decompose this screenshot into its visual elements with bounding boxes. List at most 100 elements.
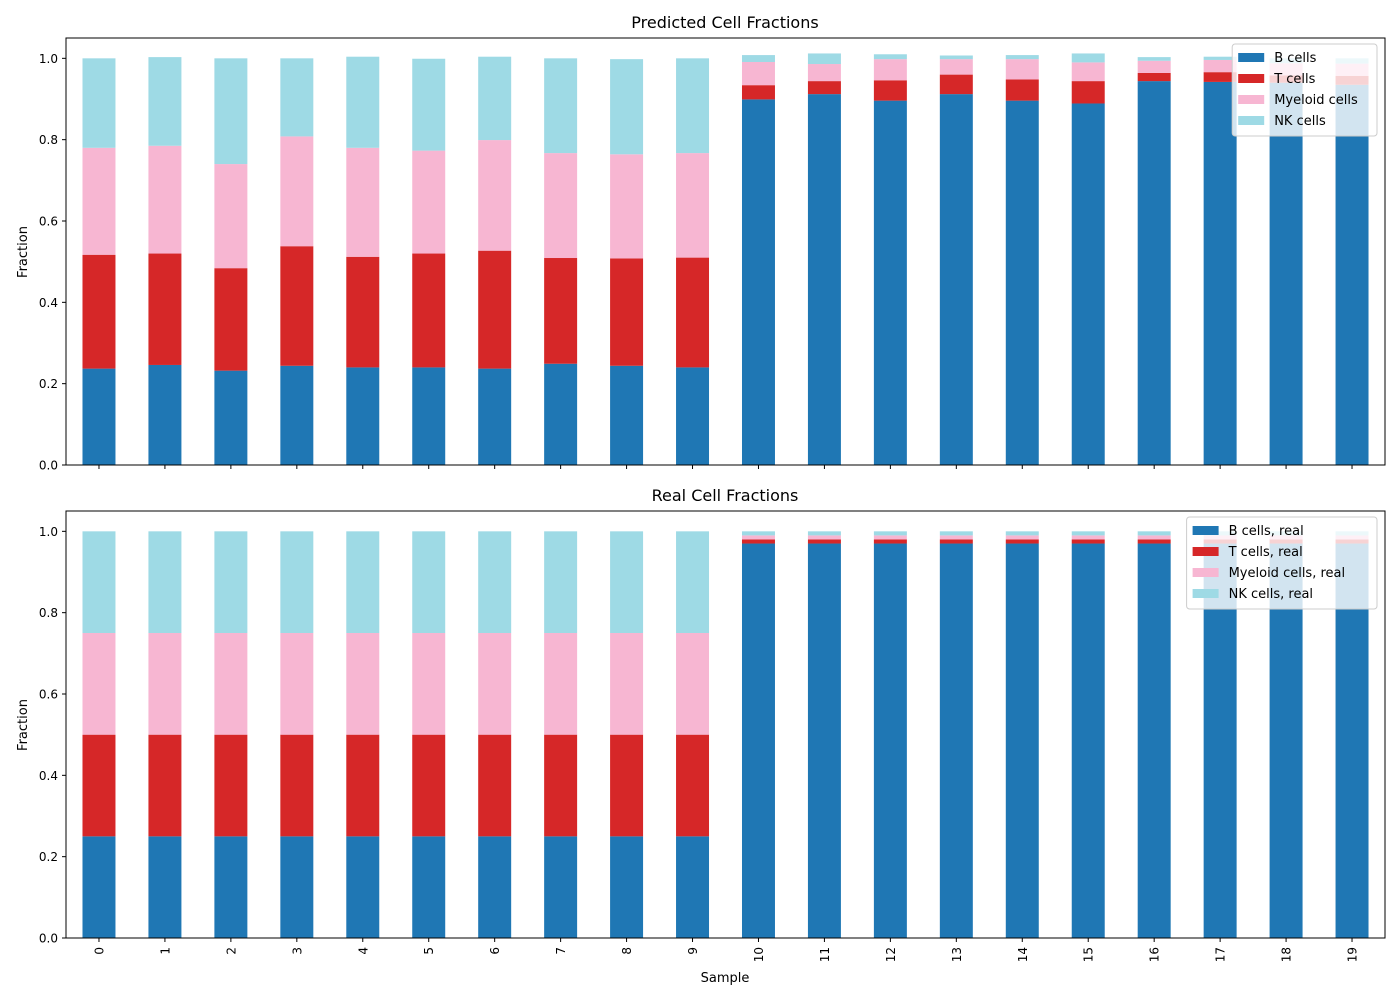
- legend-label: B cells, real: [1229, 524, 1304, 539]
- bar-segment-t-cells-sample-13: [939, 74, 973, 95]
- y-tick-label: 0.8: [39, 606, 58, 620]
- bar-segment-nk-cells-real-sample-13: [939, 531, 973, 536]
- bar-segment-myeloid-cells-sample-9: [676, 153, 710, 258]
- y-tick-label: 1.0: [39, 52, 58, 66]
- y-tick-label: 0.2: [39, 850, 58, 864]
- bar-segment-myeloid-cells-sample-13: [939, 59, 973, 75]
- bar-segment-nk-cells-sample-17: [1203, 56, 1237, 60]
- predicted-fractions-panel: Predicted Cell Fractions Fraction 0.0 0.2…: [16, 13, 1386, 473]
- bar-segment-myeloid-cells-real-sample-4: [346, 633, 380, 735]
- bar-segment-b-cells-real-sample-5: [412, 836, 446, 938]
- bar-segment-myeloid-cells-sample-6: [478, 140, 512, 251]
- x-tick-label: 6: [488, 947, 502, 955]
- x-tick-label: 8: [620, 947, 634, 955]
- x-tick-label: 15: [1082, 947, 1096, 962]
- bar-segment-t-cells-real-sample-4: [346, 734, 380, 837]
- bar-segment-myeloid-cells-real-sample-15: [1071, 535, 1105, 540]
- legend-swatch: [1192, 568, 1219, 577]
- bar-segment-myeloid-cells-sample-3: [280, 136, 314, 247]
- bar-segment-t-cells-real-sample-1: [148, 734, 182, 837]
- bar-segment-t-cells-sample-7: [544, 258, 578, 364]
- bar-segment-t-cells-sample-8: [610, 258, 644, 366]
- x-tick-label: 3: [290, 947, 304, 955]
- predicted-plot-area: 0.0 0.2 0.4 0.6 0.8 1.0 B cells T cells Myeloid …: [39, 37, 1386, 473]
- y-tick-label: 0.6: [39, 215, 58, 229]
- x-tick-label: 4: [356, 947, 370, 955]
- bar-segment-t-cells-sample-3: [280, 246, 314, 366]
- bar-segment-myeloid-cells-real-sample-13: [939, 535, 973, 540]
- bar-segment-nk-cells-sample-7: [544, 58, 578, 154]
- bar-segment-b-cells-sample-13: [939, 94, 973, 466]
- bar-segment-b-cells-real-sample-8: [610, 836, 644, 938]
- x-tick-label: 13: [950, 947, 964, 962]
- bar-segment-nk-cells-sample-13: [939, 55, 973, 60]
- bar-segment-myeloid-cells-sample-12: [873, 59, 907, 81]
- bar-segment-myeloid-cells-sample-8: [610, 154, 644, 259]
- bar-segment-myeloid-cells-sample-5: [412, 150, 446, 254]
- bar-segment-t-cells-sample-11: [807, 81, 841, 95]
- bar-segment-nk-cells-real-sample-9: [676, 531, 710, 633]
- bar-segment-nk-cells-sample-6: [478, 56, 512, 141]
- bar-segment-nk-cells-sample-16: [1137, 57, 1171, 61]
- bar-segment-b-cells-sample-14: [1005, 100, 1039, 465]
- bar-segment-b-cells-real-sample-16: [1137, 543, 1171, 938]
- bar-segment-myeloid-cells-sample-14: [1005, 59, 1039, 80]
- bar-segment-myeloid-cells-real-sample-12: [873, 535, 907, 540]
- bar-segment-myeloid-cells-sample-16: [1137, 60, 1171, 73]
- bar-segment-t-cells-sample-15: [1071, 81, 1105, 104]
- bar-segment-nk-cells-sample-8: [610, 59, 644, 155]
- bar-segment-b-cells-sample-17: [1203, 81, 1237, 466]
- bar-segment-b-cells-sample-7: [544, 363, 578, 465]
- real-fractions-panel: Real Cell Fractions Fraction 0.0 0.2 0.4 0.…: [16, 486, 1386, 962]
- bar-segment-b-cells-real-sample-0: [82, 836, 116, 938]
- y-tick-label: 0.0: [39, 459, 58, 473]
- bar-segment-t-cells-sample-1: [148, 253, 182, 365]
- bar-segment-b-cells-sample-9: [676, 367, 710, 465]
- bar-segment-myeloid-cells-sample-2: [214, 164, 248, 269]
- axes-frame: [65, 37, 1386, 466]
- legend-swatch: [1192, 526, 1219, 535]
- legend-label: Myeloid cells, real: [1229, 566, 1346, 581]
- legend-label: NK cells, real: [1229, 587, 1313, 602]
- bar-segment-myeloid-cells-real-sample-16: [1137, 535, 1171, 540]
- bar-segment-myeloid-cells-real-sample-8: [610, 633, 644, 735]
- predicted-y-axis-label: Fraction: [16, 226, 31, 278]
- bar-segment-t-cells-sample-0: [82, 254, 116, 369]
- legend-label: NK cells: [1274, 114, 1326, 129]
- bar-segment-b-cells-sample-6: [478, 368, 512, 465]
- legend-swatch: [1192, 547, 1219, 556]
- bar-segment-b-cells-real-sample-4: [346, 836, 380, 938]
- bar-segment-b-cells-real-sample-10: [741, 543, 775, 938]
- x-tick-label: 12: [884, 947, 898, 962]
- bar-segment-myeloid-cells-real-sample-11: [807, 535, 841, 540]
- legend-swatch: [1238, 53, 1265, 62]
- bar-segment-t-cells-real-sample-10: [741, 539, 775, 544]
- bar-segment-myeloid-cells-sample-4: [346, 147, 380, 257]
- bar-segment-b-cells-real-sample-14: [1005, 543, 1039, 938]
- bar-segment-t-cells-real-sample-16: [1137, 539, 1171, 544]
- bar-segment-t-cells-real-sample-8: [610, 734, 644, 837]
- y-tick-label: 0.2: [39, 377, 58, 391]
- bar-segment-t-cells-real-sample-3: [280, 734, 314, 837]
- bar-segment-t-cells-real-sample-12: [873, 539, 907, 544]
- bar-segment-nk-cells-sample-0: [82, 58, 116, 148]
- bar-segment-b-cells-real-sample-11: [807, 543, 841, 938]
- bar-segment-b-cells-real-sample-3: [280, 836, 314, 938]
- bar-segment-myeloid-cells-real-sample-1: [148, 633, 182, 735]
- bar-segment-nk-cells-sample-9: [676, 58, 710, 154]
- bar-segment-t-cells-sample-4: [346, 256, 380, 368]
- bar-segment-t-cells-real-sample-11: [807, 539, 841, 544]
- legend-swatch: [1238, 74, 1265, 83]
- bar-segment-t-cells-real-sample-5: [412, 734, 446, 837]
- bar-segment-t-cells-real-sample-13: [939, 539, 973, 544]
- x-tick-label: 17: [1214, 947, 1228, 962]
- bar-segment-nk-cells-sample-12: [873, 54, 907, 60]
- x-tick-label: 18: [1280, 947, 1294, 962]
- bar-segment-t-cells-real-sample-15: [1071, 539, 1105, 544]
- bar-segment-t-cells-real-sample-2: [214, 734, 248, 837]
- x-tick-label: 0: [92, 947, 106, 955]
- legend-label: Myeloid cells: [1274, 93, 1358, 108]
- bar-segment-t-cells-sample-12: [873, 80, 907, 101]
- bar-segment-myeloid-cells-real-sample-3: [280, 633, 314, 735]
- predicted-chart-title: Predicted Cell Fractions: [631, 13, 818, 32]
